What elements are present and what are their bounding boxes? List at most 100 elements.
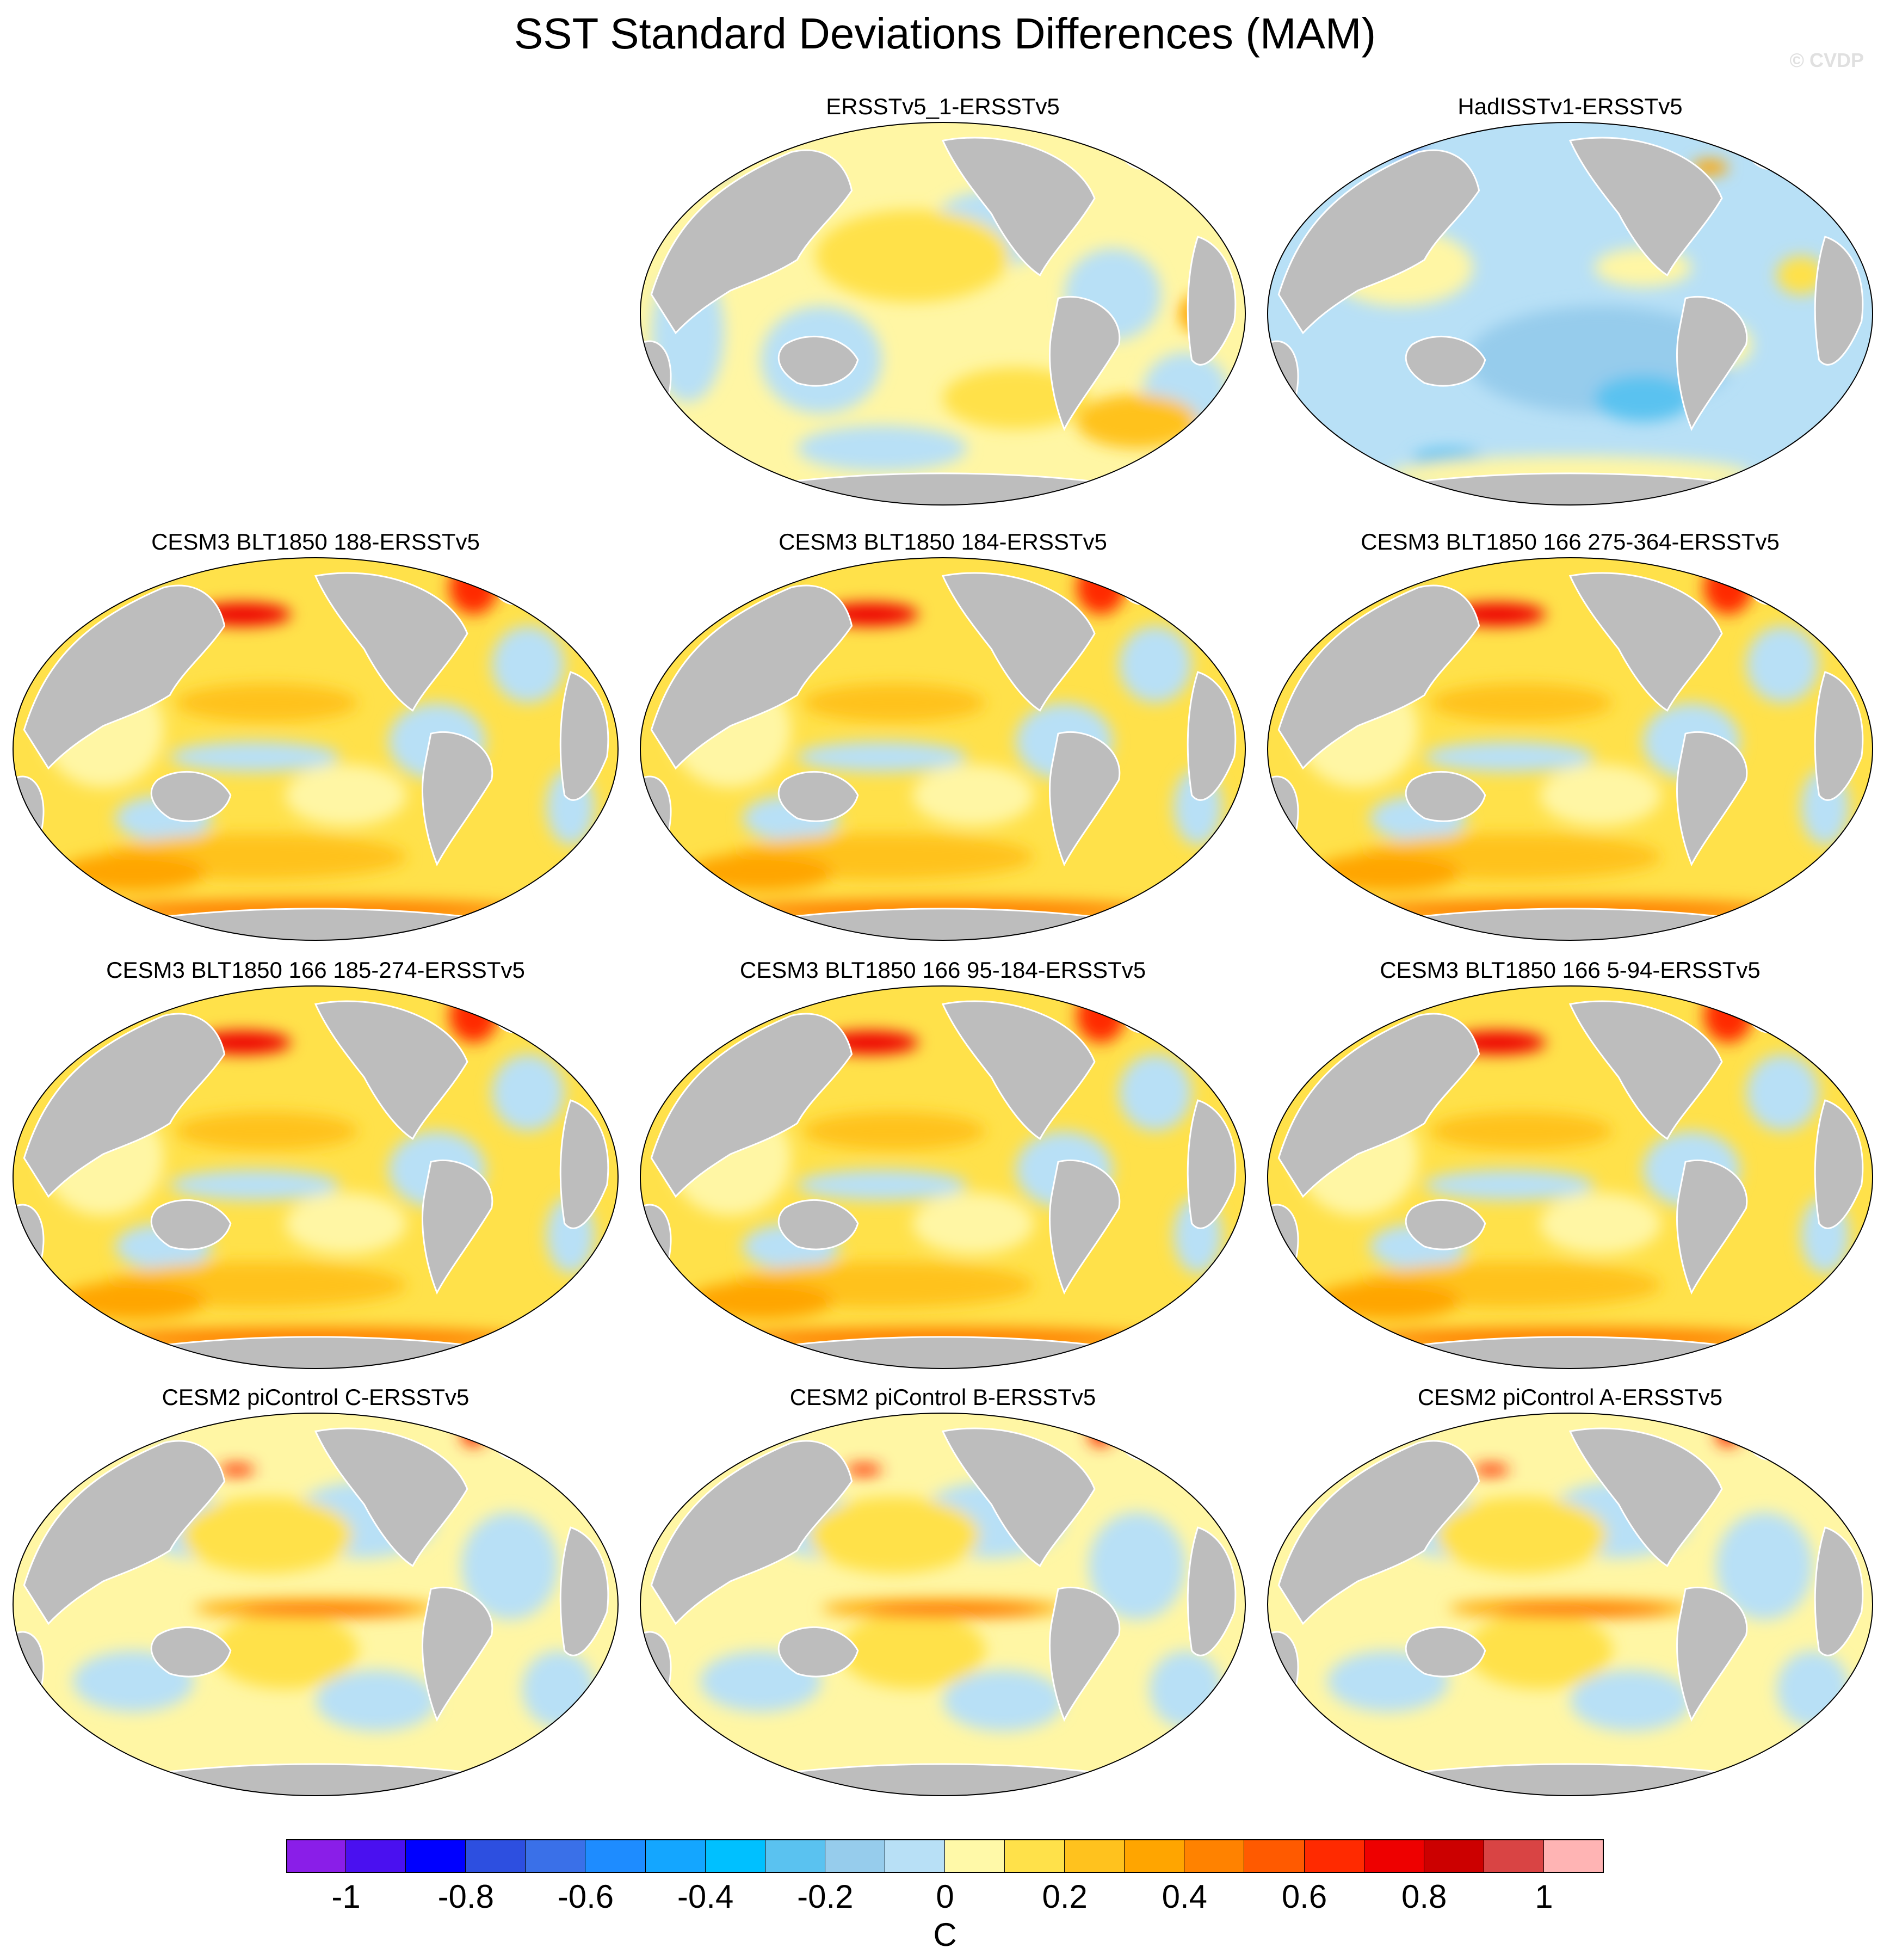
anomaly-patch — [1497, 1605, 1667, 1615]
anomaly-patch — [60, 853, 207, 892]
anomaly-patch — [1473, 1464, 1510, 1476]
anomaly-patch — [943, 1669, 1065, 1731]
anomaly-patch — [1315, 1281, 1461, 1320]
map-panel: CESM3 BLT1850 184-ERSSTv5 — [634, 527, 1252, 941]
colorbar-tick-label: -0.4 — [677, 1878, 734, 1915]
anomaly-patch — [797, 741, 967, 772]
colorbar-swatch — [346, 1839, 406, 1873]
map-outline — [1267, 1413, 1873, 1796]
land-mass — [559, 671, 609, 801]
land-mass — [1814, 1099, 1864, 1229]
anomaly-patch — [748, 1416, 798, 1432]
colorbar-swatch — [1364, 1839, 1424, 1873]
panel-title: CESM3 BLT1850 166 275-364-ERSSTv5 — [1361, 529, 1780, 554]
panel-title: CESM3 BLT1850 184-ERSSTv5 — [779, 529, 1107, 554]
map-outline — [13, 1413, 619, 1796]
panel-title: CESM3 BLT1850 188-ERSSTv5 — [151, 529, 480, 554]
colorbar-swatch — [885, 1839, 945, 1873]
anomaly-patch — [845, 1464, 882, 1476]
land-mass — [777, 1626, 859, 1678]
anomaly-patch — [170, 741, 340, 772]
anomaly-patch — [748, 560, 798, 576]
colorbar-tick-label: -0.8 — [437, 1878, 494, 1915]
colorbar-swatch — [945, 1839, 1005, 1873]
page-title: SST Standard Deviations Differences (MAM… — [514, 9, 1376, 58]
panel-title: CESM3 BLT1850 166 5-94-ERSSTv5 — [1380, 957, 1761, 983]
land-mass — [1814, 1526, 1864, 1656]
colorbar-swatch — [526, 1839, 586, 1873]
map-panel: CESM2 piControl C-ERSSTv5 — [7, 1382, 625, 1797]
anomaly-patch — [182, 1496, 352, 1574]
anomaly-patch — [797, 425, 967, 472]
anomaly-patch — [449, 989, 498, 1043]
colorbar-swatch — [705, 1839, 765, 1873]
land-mass — [941, 137, 1096, 276]
sst-difference-map — [1267, 557, 1873, 941]
colorbar-tick-label: 0 — [936, 1878, 954, 1915]
sst-difference-map — [640, 985, 1246, 1369]
land-mass — [650, 584, 853, 770]
anomaly-patch — [491, 1054, 565, 1131]
map-outline — [1267, 985, 1873, 1369]
land-mass — [23, 1013, 226, 1198]
anomaly-patch — [688, 853, 834, 892]
colorbar-unit-label: C — [933, 1916, 957, 1953]
land-mass — [1405, 771, 1486, 822]
land-mass — [1676, 1159, 1748, 1295]
land-mass — [1568, 572, 1723, 712]
map-outline — [640, 985, 1246, 1369]
anomaly-patch — [170, 1169, 340, 1200]
anomaly-patch — [243, 1605, 413, 1615]
anomaly-patch — [803, 683, 986, 723]
anomaly-patch — [839, 1612, 986, 1690]
land-mass — [1187, 236, 1237, 366]
land-mass — [13, 775, 45, 867]
map-panel: CESM2 piControl A-ERSSTv5 — [1261, 1382, 1879, 1797]
land-mass — [150, 1199, 232, 1250]
colorbar-tick-label: -0.2 — [797, 1878, 854, 1915]
land-mass — [1814, 671, 1864, 801]
colorbar-tick-label: 0.4 — [1162, 1878, 1208, 1915]
land-mass — [777, 1199, 859, 1250]
land-mass — [640, 775, 672, 867]
anomaly-patch — [1746, 1054, 1819, 1131]
land-mass — [777, 335, 859, 387]
colorbar-swatch — [1005, 1839, 1065, 1873]
sst-difference-map — [13, 985, 619, 1369]
anomaly-patch — [694, 159, 731, 175]
land-mass — [941, 1427, 1096, 1567]
map-outline — [1267, 122, 1873, 506]
colorbar-swatch — [406, 1839, 466, 1873]
anomaly-patch — [1076, 989, 1125, 1043]
land-mass — [1676, 295, 1748, 432]
land-mass — [314, 572, 468, 712]
anomaly-patch — [815, 209, 1010, 303]
anomaly-patch — [1149, 1650, 1222, 1728]
anomaly-patch — [449, 560, 498, 615]
land-mass — [1405, 335, 1486, 387]
land-mass — [1268, 1204, 1299, 1296]
land-mass — [1277, 1013, 1480, 1198]
land-mass — [1049, 1159, 1121, 1295]
land-mass — [422, 1159, 493, 1295]
land-mass — [13, 1204, 45, 1296]
land-mass — [777, 771, 859, 822]
land-mass — [1405, 1626, 1486, 1678]
colorbar-swatch — [585, 1839, 646, 1873]
colorbar-swatch — [1543, 1839, 1604, 1873]
anomaly-patch — [176, 1112, 359, 1151]
panel-title: CESM2 piControl C-ERSSTv5 — [162, 1384, 470, 1410]
land-mass — [650, 1013, 853, 1198]
anomaly-patch — [121, 560, 170, 576]
anomaly-patch — [1088, 1512, 1186, 1620]
land-mass — [640, 1204, 672, 1296]
anomaly-patch — [212, 1612, 359, 1690]
colorbar-swatch — [645, 1839, 706, 1873]
anomaly-patch — [1119, 626, 1192, 703]
land-mass — [150, 771, 232, 822]
land-mass — [1277, 584, 1480, 770]
anomaly-patch — [461, 1512, 559, 1620]
map-outline — [13, 557, 619, 941]
land-mass — [640, 1631, 672, 1723]
land-mass — [1568, 137, 1723, 276]
